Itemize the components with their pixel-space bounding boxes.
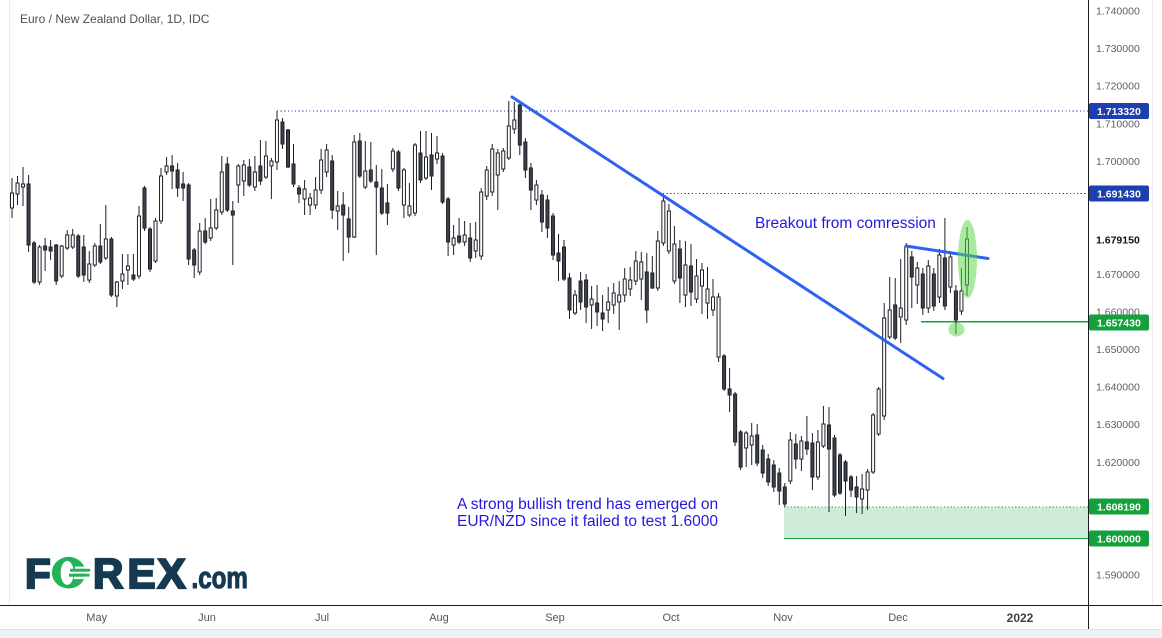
svg-text:1.650000: 1.650000 (1096, 344, 1140, 356)
svg-text:1.720000: 1.720000 (1096, 81, 1140, 93)
svg-text:EUR/NZD since it failed to tes: EUR/NZD since it failed to test 1.6000 (457, 513, 718, 530)
svg-text:1.608190: 1.608190 (1097, 501, 1141, 513)
svg-text:X: X (158, 550, 186, 597)
svg-text:1.657430: 1.657430 (1097, 317, 1141, 329)
svg-text:Euro / New Zealand Dollar, 1D,: Euro / New Zealand Dollar, 1D, IDC (20, 12, 210, 26)
svg-text:Jul: Jul (315, 612, 329, 624)
svg-text:Dec: Dec (888, 612, 908, 624)
svg-text:1.620000: 1.620000 (1096, 457, 1140, 469)
svg-text:1.670000: 1.670000 (1096, 269, 1140, 281)
svg-text:1.730000: 1.730000 (1096, 43, 1140, 55)
svg-text:1.679150: 1.679150 (1096, 235, 1140, 247)
svg-text:1.640000: 1.640000 (1096, 382, 1140, 394)
svg-text:1.600000: 1.600000 (1097, 533, 1141, 545)
svg-text:1.700000: 1.700000 (1096, 156, 1140, 168)
svg-text:May: May (86, 612, 107, 624)
svg-text:1.691430: 1.691430 (1097, 188, 1141, 200)
svg-text:F: F (25, 550, 51, 597)
svg-text:Aug: Aug (429, 612, 449, 624)
svg-text:1.710000: 1.710000 (1096, 118, 1140, 130)
svg-text:1.590000: 1.590000 (1096, 570, 1140, 582)
svg-text:Breakout from comression: Breakout from comression (755, 215, 936, 232)
svg-text:Nov: Nov (773, 612, 793, 624)
svg-text:A strong bullish trend has eme: A strong bullish trend has emerged on (457, 496, 718, 513)
svg-text:R: R (93, 550, 123, 597)
svg-text:2022: 2022 (1007, 611, 1034, 625)
svg-text:Jun: Jun (198, 612, 216, 624)
svg-text:1.740000: 1.740000 (1096, 6, 1140, 18)
svg-text:Sep: Sep (545, 612, 565, 624)
svg-text:1.713320: 1.713320 (1097, 106, 1141, 118)
svg-text:Oct: Oct (662, 612, 679, 624)
svg-text:1.630000: 1.630000 (1096, 419, 1140, 431)
svg-text:E: E (128, 550, 156, 597)
svg-text:.com: .com (191, 560, 247, 595)
